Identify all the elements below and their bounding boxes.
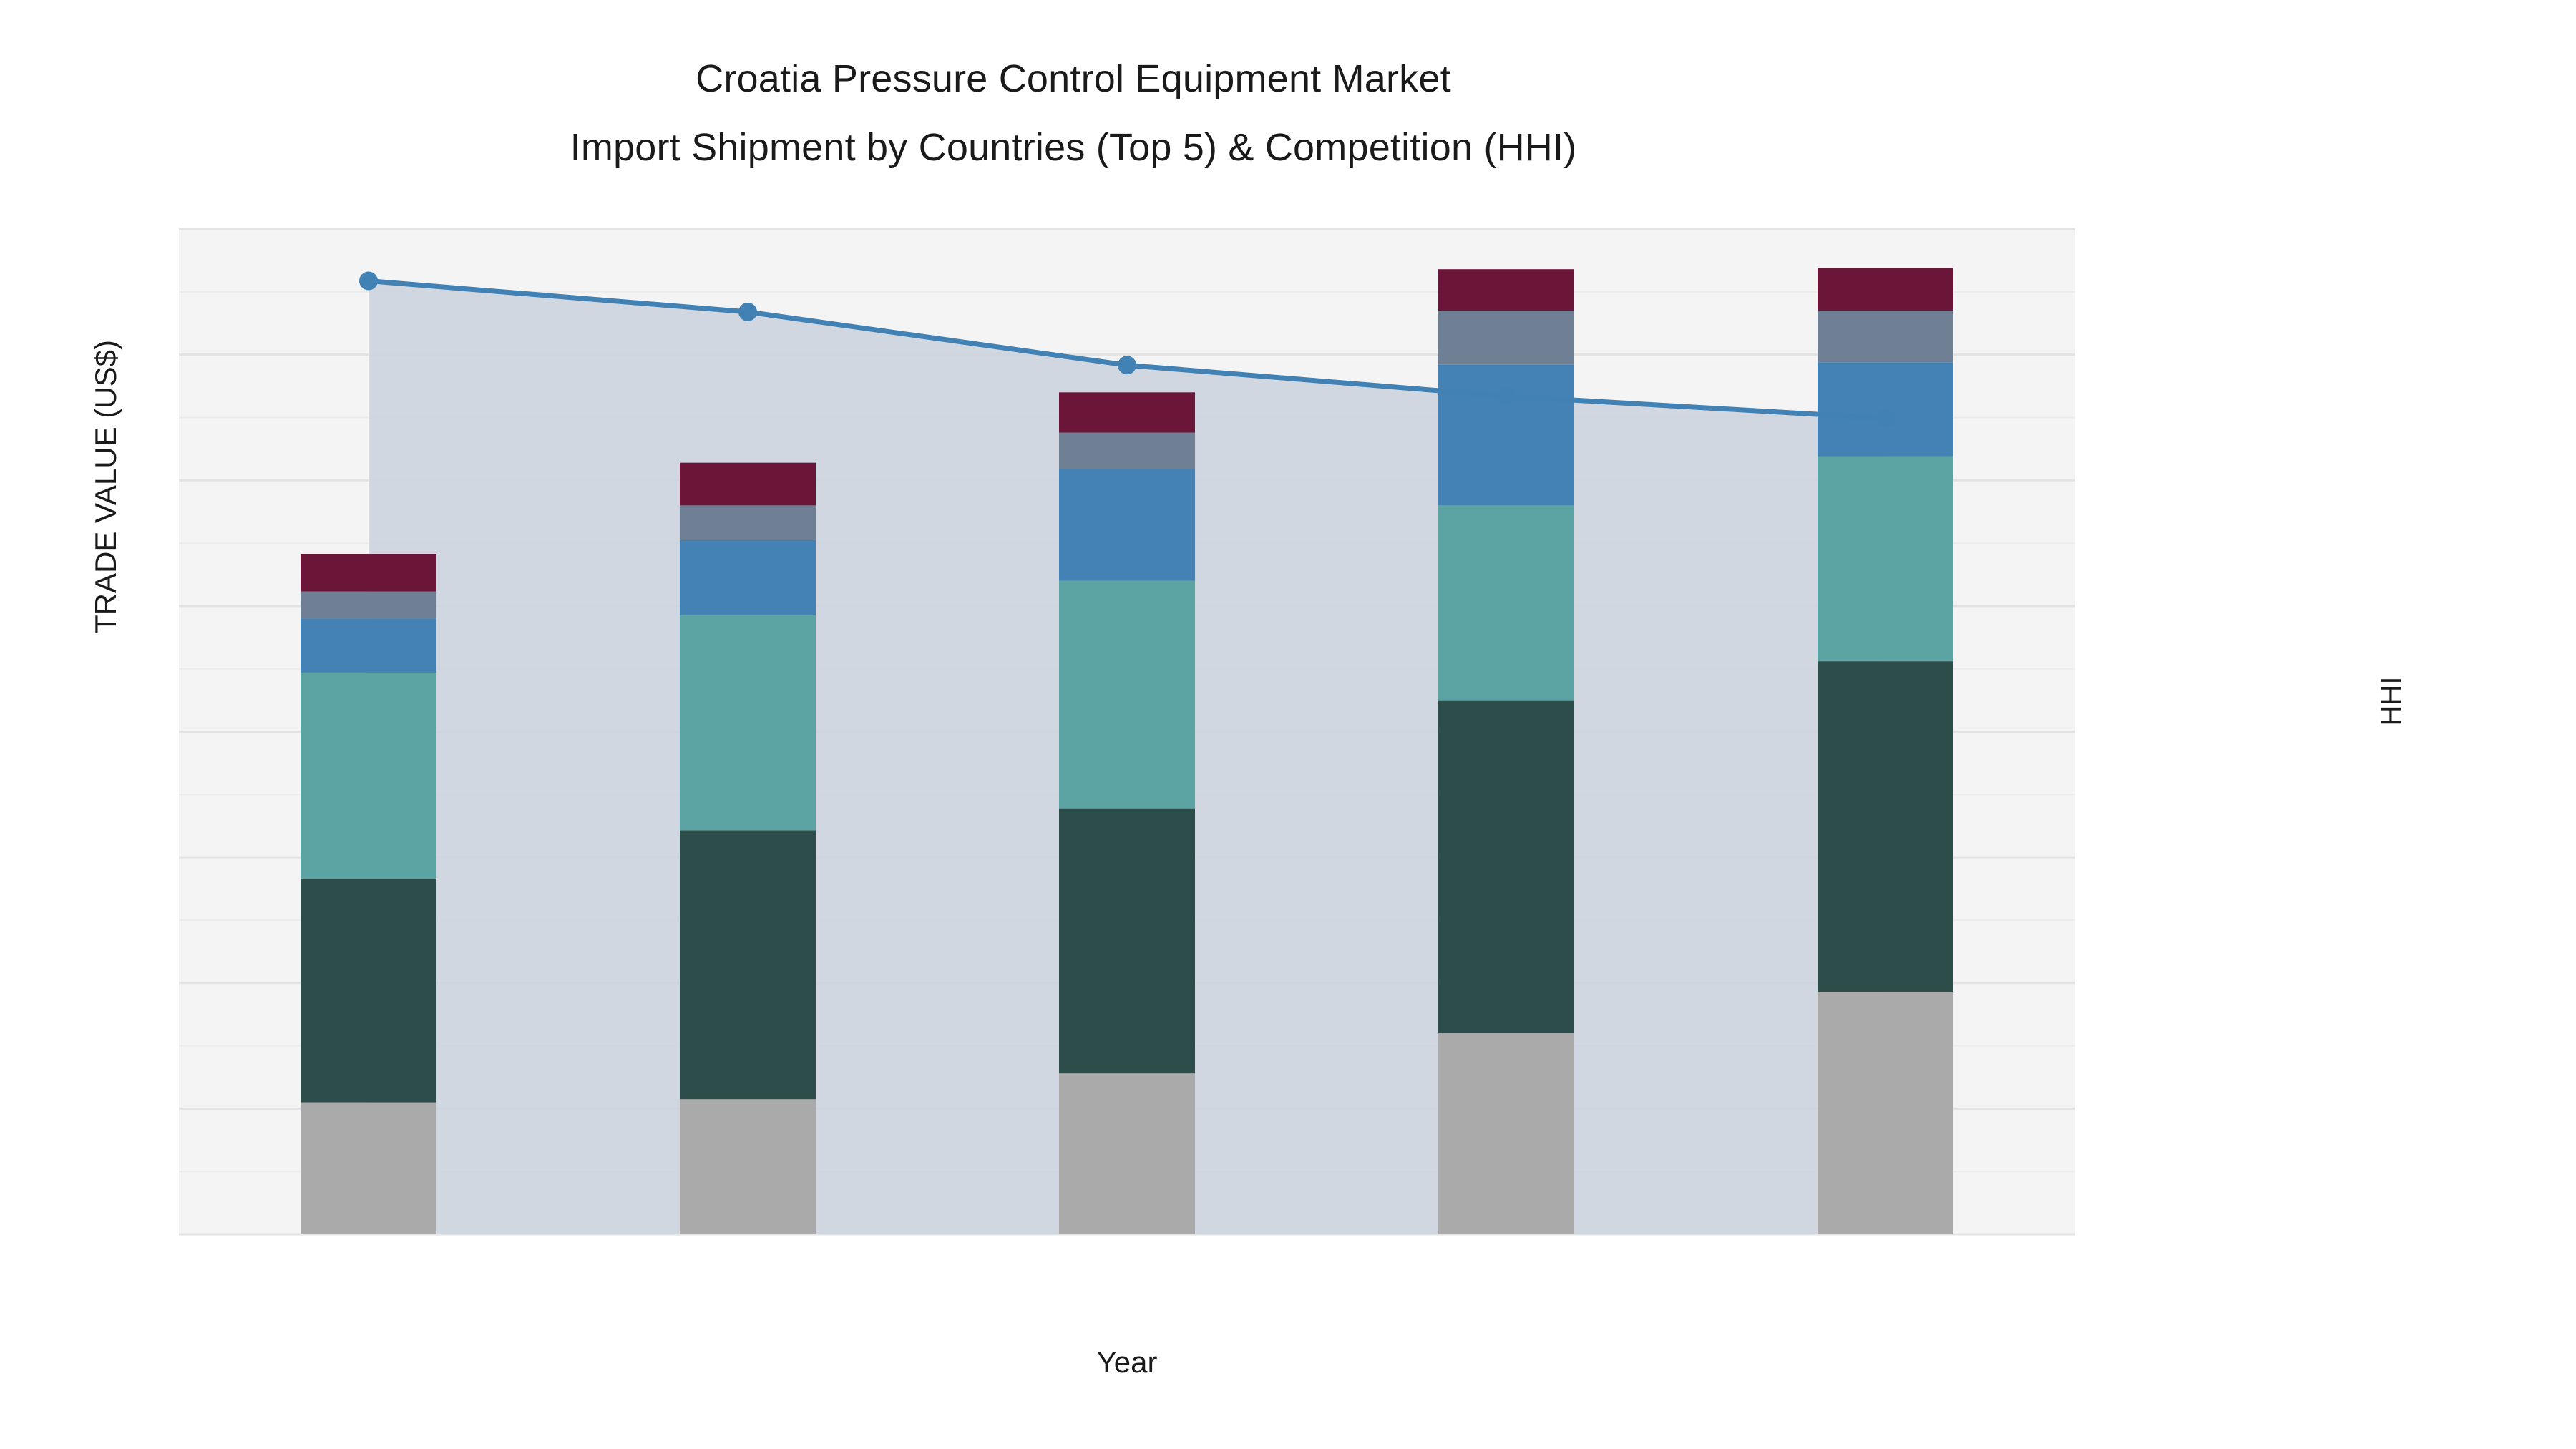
bar-segment-slovenia-2022 bbox=[1059, 469, 1195, 581]
bar-segment-germany-2023 bbox=[1438, 700, 1574, 1033]
bar-segment-austria-2023 bbox=[1438, 269, 1574, 311]
bars-group bbox=[301, 268, 1953, 1234]
bar-segment-austria-2022 bbox=[1059, 392, 1195, 433]
plot-svg bbox=[179, 228, 2075, 1236]
x-axis-label: Year bbox=[1096, 1345, 1158, 1379]
chart-subtitle: Import Shipment by Countries (Top 5) & C… bbox=[570, 126, 1577, 169]
bar-segment-hungary-2023 bbox=[1438, 311, 1574, 365]
bar-segment-others-2022 bbox=[1059, 1073, 1195, 1234]
chart-title-block: Croatia Pressure Control Equipment Marke… bbox=[0, 44, 2147, 182]
bar-segment-others-2023 bbox=[1438, 1033, 1574, 1234]
bar-segment-others-2024 bbox=[1818, 992, 1953, 1234]
plot-area bbox=[179, 228, 2075, 1236]
bar-segment-italy-2021 bbox=[680, 615, 816, 831]
chart-title: Croatia Pressure Control Equipment Marke… bbox=[696, 57, 1451, 100]
bar-segment-slovenia-2020 bbox=[301, 618, 436, 673]
hhi-marker-2021 bbox=[738, 302, 757, 321]
bar-segment-austria-2020 bbox=[301, 553, 436, 592]
hhi-marker-2020 bbox=[359, 271, 378, 291]
hhi-marker-2022 bbox=[1118, 356, 1136, 375]
hhi-marker-2023 bbox=[1497, 386, 1516, 406]
bar-segment-slovenia-2021 bbox=[680, 540, 816, 616]
bar-segment-slovenia-2023 bbox=[1438, 364, 1574, 506]
y-axis-label: TRADE VALUE (US$) bbox=[89, 340, 122, 633]
bar-segment-germany-2022 bbox=[1059, 808, 1195, 1074]
bar-segment-austria-2021 bbox=[680, 462, 816, 506]
bar-segment-others-2021 bbox=[680, 1099, 816, 1234]
hhi-marker-2024 bbox=[1876, 409, 1895, 428]
bar-segment-italy-2024 bbox=[1818, 456, 1953, 662]
bar-segment-others-2020 bbox=[301, 1102, 436, 1234]
hhi-line-group bbox=[359, 271, 1895, 428]
bar-segment-hungary-2021 bbox=[680, 505, 816, 540]
bar-segment-italy-2023 bbox=[1438, 505, 1574, 701]
bar-segment-italy-2022 bbox=[1059, 580, 1195, 809]
bar-segment-germany-2021 bbox=[680, 830, 816, 1100]
bar-segment-germany-2024 bbox=[1818, 661, 1953, 992]
y2-axis-label: HHI bbox=[2376, 676, 2407, 726]
bar-segment-austria-2024 bbox=[1818, 268, 1953, 311]
bar-segment-hungary-2022 bbox=[1059, 432, 1195, 469]
bar-segment-italy-2020 bbox=[301, 672, 436, 879]
bar-segment-germany-2020 bbox=[301, 878, 436, 1103]
bar-segment-hungary-2024 bbox=[1818, 311, 1953, 363]
bar-segment-hungary-2020 bbox=[301, 591, 436, 619]
